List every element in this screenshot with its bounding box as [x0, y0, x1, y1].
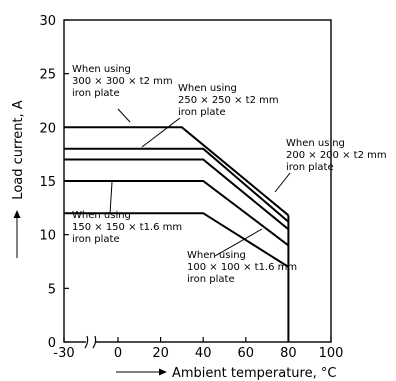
annotation-line: When using	[72, 64, 131, 75]
annotation-leader-1	[117, 108, 131, 123]
annotation-3: When using 200 × 200 × t2 mm iron plate	[286, 138, 387, 173]
x-tick-label: 80	[280, 346, 297, 361]
annotation-leader-5	[214, 228, 263, 257]
annotation-2: When using 250 × 250 × t2 mm iron plate	[178, 83, 279, 118]
annotation-line: 300 × 300 × t2 mm	[72, 76, 173, 87]
annotation-line: 200 × 200 × t2 mm	[286, 150, 387, 161]
axis-label-group: Load current, A Ambient temperature, °C	[11, 100, 336, 381]
x-tick-label: 60	[238, 346, 255, 361]
y-axis-label: Load current, A	[11, 100, 26, 199]
y-tick-label: 20	[39, 121, 56, 136]
y-tick-label: 10	[39, 229, 56, 244]
annotation-line: 250 × 250 × t2 mm	[178, 95, 279, 106]
annotation-line: 100 × 100 × t1.6 mm	[187, 262, 297, 273]
annotation-line: iron plate	[178, 107, 226, 118]
annotation-line: When using	[72, 210, 131, 221]
annotation-leader-3	[274, 172, 291, 193]
axis-break-mark-left	[84, 335, 89, 349]
annotation-line: iron plate	[187, 274, 235, 285]
y-tick-label: 30	[39, 14, 56, 29]
annotation-5: When using 100 × 100 × t1.6 mm iron plate	[187, 250, 297, 285]
annotation-leader-4	[109, 181, 113, 215]
axis-break-mark-right	[92, 335, 97, 349]
y-axis-arrow-head	[13, 210, 21, 218]
y-tick-label: 0	[48, 336, 56, 351]
series-line-4	[64, 180, 290, 247]
annotation-group: When using 300 × 300 × t2 mm iron plate Whe…	[72, 64, 387, 285]
annotation-4: When using 150 × 150 × t1.6 mm iron plate	[72, 210, 182, 245]
y-tick-label: 15	[39, 175, 56, 190]
x-tick-label: 40	[195, 346, 212, 361]
y-tick-label: 5	[48, 282, 56, 297]
annotation-leader-2	[141, 117, 181, 148]
annotation-line: iron plate	[72, 88, 120, 99]
series-line-2	[64, 147, 290, 223]
x-tick-label: 0	[114, 346, 122, 361]
x-tick-label: -30	[53, 346, 74, 361]
annotation-line: iron plate	[72, 234, 120, 245]
annotation-line: When using	[178, 83, 237, 94]
series-line-3	[64, 158, 290, 231]
annotation-1: When using 300 × 300 × t2 mm iron plate	[72, 64, 173, 99]
y-tick-label: 25	[39, 68, 56, 83]
annotation-line: When using	[286, 138, 345, 149]
x-axis-arrow-head	[159, 368, 167, 376]
x-tick-label: 20	[152, 346, 169, 361]
series-line-1	[64, 126, 290, 217]
annotation-line: iron plate	[286, 162, 334, 173]
series-group	[64, 126, 290, 268]
x-axis-label: Ambient temperature, °C	[172, 366, 336, 381]
annotation-line: 150 × 150 × t1.6 mm	[72, 222, 182, 233]
x-tick-label: 100	[319, 346, 344, 361]
axis-break-gap	[86, 335, 96, 349]
